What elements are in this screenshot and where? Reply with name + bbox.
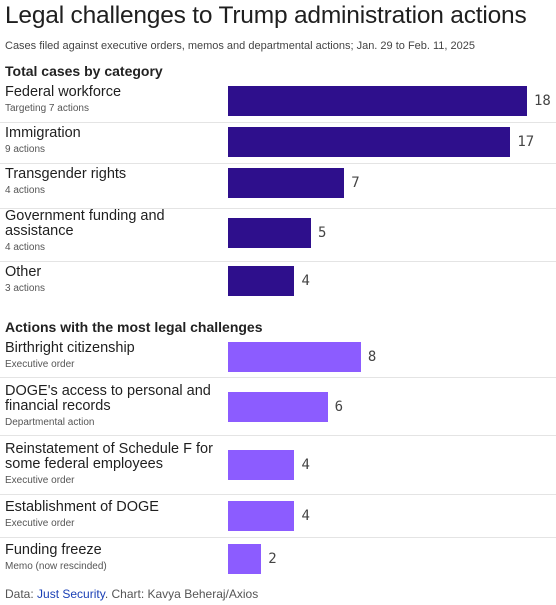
- bar-sublabel: Executive order: [5, 518, 75, 529]
- row-divider: [0, 377, 556, 378]
- bar-label: Funding freeze: [5, 542, 102, 558]
- bar-label: Transgender rights: [5, 166, 127, 182]
- bar: [228, 501, 295, 531]
- row-divider: [0, 163, 556, 164]
- bar-value-label: 4: [301, 508, 310, 524]
- row-divider: [0, 208, 556, 209]
- source-link[interactable]: Just Security: [37, 587, 105, 601]
- bar-value-label: 4: [301, 457, 310, 473]
- bar-sublabel: 4 actions: [5, 242, 46, 253]
- section-heading-categories: Total cases by category: [5, 63, 163, 79]
- bar-sublabel: 9 actions: [5, 144, 46, 155]
- bar-label: Birthright citizenship: [5, 340, 135, 356]
- row-divider: [0, 494, 556, 495]
- bar-sublabel: Executive order: [5, 475, 75, 486]
- bar-sublabel: Targeting 7 actions: [5, 103, 89, 114]
- bar-value-label: 8: [367, 349, 377, 365]
- row-divider: [0, 537, 556, 538]
- footer-suffix: . Chart: Kavya Beheraj/Axios: [104, 587, 259, 601]
- bar-label: Immigration: [5, 125, 81, 141]
- bar-label: Other: [5, 264, 42, 280]
- bar-value-label: 18: [534, 93, 551, 109]
- bar-value-label: 2: [268, 551, 277, 567]
- bar-label: Government funding and assistance: [5, 208, 165, 239]
- bar-sublabel: Memo (now rescinded): [5, 561, 107, 572]
- row-divider: [0, 261, 556, 262]
- bar: [228, 544, 262, 574]
- bar-value-label: 6: [334, 399, 344, 415]
- bar-sublabel: Executive order: [5, 359, 75, 370]
- chart-footer: Data: Just Security. Chart: Kavya Behera…: [5, 587, 258, 601]
- bar: [228, 342, 361, 372]
- bar-value-label: 7: [351, 175, 360, 191]
- bar-value-label: 4: [301, 273, 310, 289]
- bar: [228, 127, 511, 157]
- bar: [228, 392, 328, 422]
- bar-label: DOGE's access to personal and financial …: [5, 383, 211, 414]
- bar-label: Federal workforce: [5, 84, 122, 100]
- bar-sublabel: 4 actions: [5, 185, 46, 196]
- row-divider: [0, 435, 556, 436]
- chart-subtitle: Cases filed against executive orders, me…: [5, 40, 476, 52]
- bar: [228, 450, 295, 480]
- bar-value-label: 17: [517, 134, 535, 150]
- row-divider: [0, 122, 556, 123]
- footer-prefix: Data:: [5, 587, 38, 601]
- chart-title: Legal challenges to Trump administration…: [5, 2, 527, 29]
- bar: [228, 168, 345, 198]
- bar-sublabel: 3 actions: [5, 283, 46, 294]
- bar-label: Reinstatement of Schedule F for some fed…: [5, 441, 213, 472]
- bar-label: Establishment of DOGE: [5, 499, 159, 515]
- bar: [228, 266, 295, 296]
- bar: [228, 86, 527, 116]
- bar-sublabel: Departmental action: [5, 417, 95, 428]
- bar: [228, 218, 312, 248]
- section-heading-actions: Actions with the most legal challenges: [5, 319, 263, 335]
- bar-value-label: 5: [318, 225, 327, 241]
